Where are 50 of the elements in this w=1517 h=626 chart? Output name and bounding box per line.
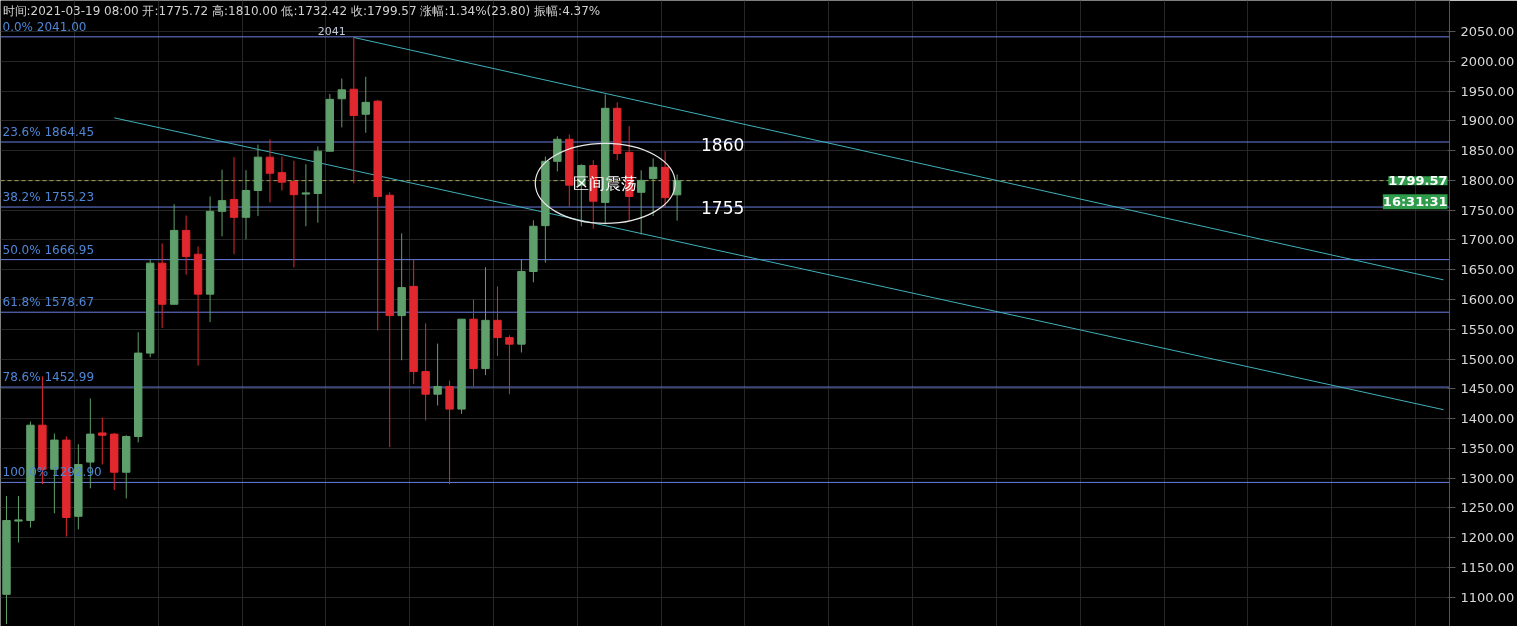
candlestick — [229, 156, 239, 255]
y-tick-label: 1750.00 — [1460, 202, 1515, 218]
y-tick-label: 2050.00 — [1460, 23, 1515, 39]
y-tick-label: 1450.00 — [1460, 381, 1515, 397]
y-tick-label: 1300.00 — [1460, 470, 1515, 486]
candlestick — [636, 169, 646, 236]
chart-title: 时间:2021-03-19 08:00 开:1775.72 高:1810.00 低:1732.42 收:1799.57 涨幅:1.34%(23.80) 振幅:4.37% — [2, 3, 601, 18]
annotation: 2041 — [317, 24, 346, 38]
y-tick-label: 1550.00 — [1460, 321, 1515, 337]
candlestick — [301, 163, 311, 227]
candlestick — [217, 169, 227, 237]
ref-line-label: 38.2% 1755.23 — [2, 190, 95, 205]
y-tick-label: 1850.00 — [1460, 143, 1515, 159]
ref-line-label: 61.8% 1578.67 — [2, 295, 95, 310]
y-tick-label: 1250.00 — [1460, 500, 1515, 516]
candlestick — [289, 160, 299, 268]
y-tick-label: 1700.00 — [1460, 232, 1515, 248]
candlestick — [337, 78, 347, 128]
candlestick — [421, 322, 430, 421]
y-tick-label: 1350.00 — [1460, 440, 1515, 456]
candlestick — [361, 76, 370, 134]
ref-line-label: 78.6% 1452.99 — [2, 370, 95, 385]
y-tick-label: 2000.00 — [1460, 53, 1515, 69]
annotation: 1860 — [701, 135, 745, 156]
y-tick-label: 1950.00 — [1460, 83, 1515, 99]
candlestick — [277, 156, 287, 191]
y-tick-label: 1600.00 — [1460, 292, 1515, 307]
ref-line-label: 50.0% 1666.95 — [2, 242, 95, 257]
candlestick — [493, 285, 502, 357]
y-tick-label: 1200.00 — [1460, 530, 1515, 546]
y-tick-label: 1900.00 — [1460, 113, 1515, 129]
candlestick — [553, 135, 562, 172]
candlestick — [433, 343, 442, 407]
candlestick — [648, 157, 658, 217]
y-tick-label: 1400.00 — [1460, 411, 1515, 427]
candlestick — [98, 416, 107, 465]
y-tick-label: 1650.00 — [1460, 262, 1515, 278]
candlestick — [445, 380, 454, 485]
annotation: 16:31:31 — [1382, 194, 1448, 210]
ref-line-label: 0.0% 2041.00 — [2, 19, 87, 34]
y-tick-label: 1500.00 — [1460, 351, 1515, 367]
annotation: 1755 — [701, 197, 745, 218]
y-tick-label: 1150.00 — [1460, 560, 1515, 576]
candlestick — [14, 495, 23, 544]
candlestick — [265, 138, 275, 203]
ref-line-label: 23.6% 1864.45 — [2, 124, 95, 139]
candlestick — [505, 334, 514, 395]
y-tick-label: 1100.00 — [1460, 589, 1515, 605]
ref-line-label: 1799.57 — [1388, 173, 1448, 189]
y-tick-label: 1800.00 — [1460, 172, 1515, 188]
